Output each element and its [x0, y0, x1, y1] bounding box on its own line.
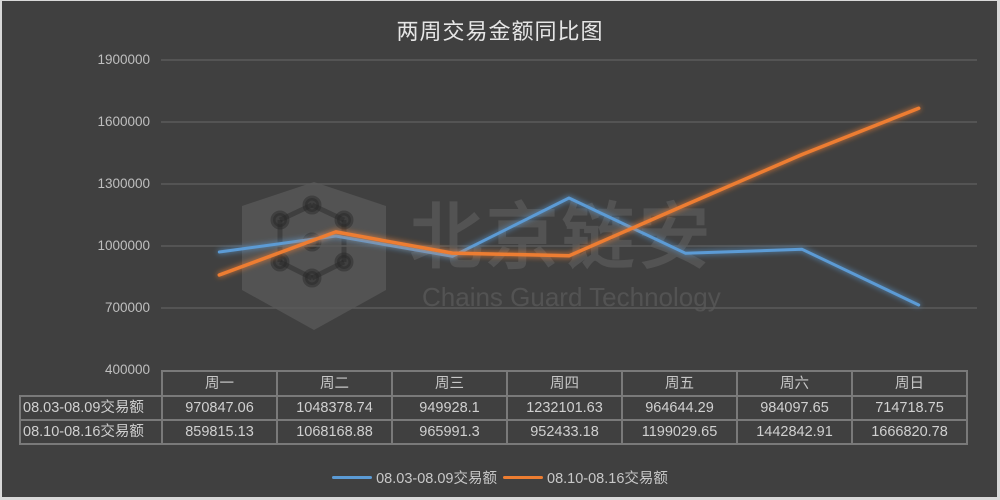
y-tick-label: 1900000	[97, 52, 150, 67]
watermark-text-cn: 北京链安	[410, 195, 715, 279]
table-cell: 859815.13	[161, 419, 278, 445]
category-label: 周日	[851, 370, 968, 397]
category-label: 周二	[276, 370, 393, 397]
legend-line-orange-icon	[503, 476, 543, 479]
legend-label: 08.10-08.16交易额	[547, 471, 668, 487]
legend-line-blue-icon	[332, 476, 373, 479]
series-label: 08.03-08.09交易额	[19, 395, 163, 421]
series-label: 08.10-08.16交易额	[19, 419, 163, 445]
legend-item-week1: 08.03-08.09交易额	[332, 467, 497, 488]
chart-title: 两周交易金额同比图	[396, 20, 604, 45]
table-cell: 952433.18	[506, 419, 623, 445]
table-cell: 970847.06	[161, 395, 278, 421]
table-cell: 964644.29	[621, 395, 738, 421]
table-header-row: 周一 周二 周三 周四 周五 周六 周日	[20, 370, 968, 397]
table-cell: 1232101.63	[506, 395, 623, 421]
category-label: 周五	[621, 370, 738, 397]
category-label: 周一	[161, 370, 278, 397]
y-tick-label: 1300000	[97, 176, 150, 191]
gridlines	[161, 59, 977, 309]
table-cell: 1068168.88	[276, 419, 393, 445]
table-cell: 965991.3	[391, 419, 508, 445]
legend-label: 08.03-08.09交易额	[376, 471, 497, 487]
series-line-week1	[217, 196, 921, 307]
y-tick-label: 1000000	[97, 238, 150, 253]
category-label: 周三	[391, 370, 508, 397]
table-cell: 949928.1	[391, 395, 508, 421]
table-cell: 1442842.91	[736, 419, 853, 445]
watermark-text-en: Chains Guard Technology	[422, 282, 721, 312]
category-label: 周四	[506, 370, 623, 397]
table-cell: 1666820.78	[851, 419, 968, 445]
table-cell: 984097.65	[736, 395, 853, 421]
table-cell: 1199029.65	[621, 419, 738, 445]
y-tick-label: 1600000	[97, 114, 150, 129]
table-cell: 714718.75	[851, 395, 968, 421]
category-label: 周六	[736, 370, 853, 397]
legend: 08.03-08.09交易额 08.10-08.16交易额	[0, 467, 1000, 488]
table-row: 08.03-08.09交易额 970847.06 1048378.74 9499…	[19, 395, 968, 421]
table-cell: 1048378.74	[276, 395, 393, 421]
series-line-week2	[217, 106, 921, 277]
legend-item-week2: 08.10-08.16交易额	[503, 467, 668, 488]
y-tick-label: 700000	[104, 300, 150, 315]
table-row: 08.10-08.16交易额 859815.13 1068168.88 9659…	[19, 419, 968, 445]
data-table: 周一 周二 周三 周四 周五 周六 周日 08.03-08.09交易额 9708…	[19, 370, 968, 445]
